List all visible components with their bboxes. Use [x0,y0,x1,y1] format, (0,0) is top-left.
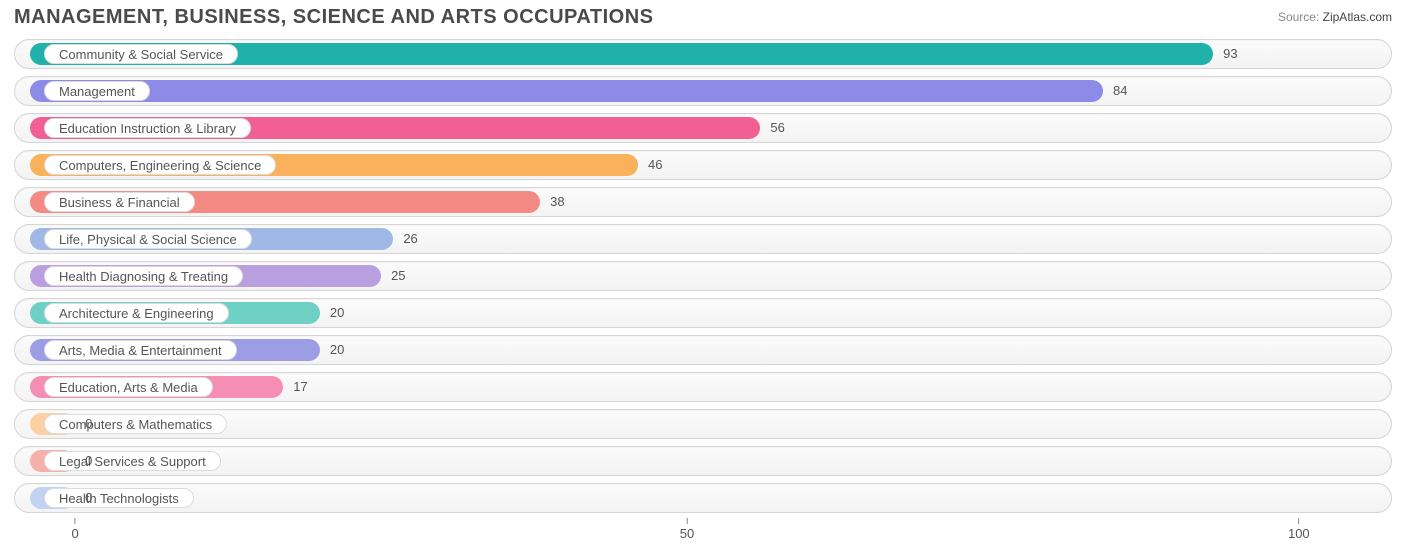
value-label: 25 [391,265,405,287]
value-label: 20 [330,302,344,324]
tick-label: 100 [1288,526,1310,541]
tick-mark [687,518,688,524]
source-site: ZipAtlas.com [1323,10,1392,24]
axis-tick: 0 [72,518,79,541]
chart-source: Source: ZipAtlas.com [1278,6,1392,24]
value-label: 20 [330,339,344,361]
category-label: Management [44,81,150,101]
bar-row: Community & Social Service 93 [14,37,1392,71]
bar-row: Architecture & Engineering 20 [14,296,1392,330]
bar-row: Health Diagnosing & Treating 25 [14,259,1392,293]
value-label: 0 [85,450,92,472]
category-label: Arts, Media & Entertainment [44,340,237,360]
bar-row: Arts, Media & Entertainment 20 [14,333,1392,367]
chart-header: MANAGEMENT, BUSINESS, SCIENCE AND ARTS O… [0,0,1406,31]
axis-tick: 50 [680,518,694,541]
bar-row: Business & Financial 38 [14,185,1392,219]
value-label: 84 [1113,80,1127,102]
category-label: Computers & Mathematics [44,414,227,434]
value-label: 46 [648,154,662,176]
category-label: Education, Arts & Media [44,377,213,397]
category-label: Life, Physical & Social Science [44,229,252,249]
bar-row: Computers & Mathematics0 [14,407,1392,441]
category-label: Education Instruction & Library [44,118,251,138]
bar-row: Education Instruction & Library 56 [14,111,1392,145]
bar-row: Education, Arts & Media 17 [14,370,1392,404]
bar-row: Life, Physical & Social Science 26 [14,222,1392,256]
value-label: 17 [293,376,307,398]
category-label: Business & Financial [44,192,195,212]
category-label: Legal Services & Support [44,451,221,471]
bar-row: Health Technologists0 [14,481,1392,515]
category-label: Health Technologists [44,488,194,508]
x-axis: 0 50 100 [14,518,1392,542]
category-label: Computers, Engineering & Science [44,155,276,175]
axis-tick: 100 [1288,518,1310,541]
value-label: 38 [550,191,564,213]
category-label: Architecture & Engineering [44,303,229,323]
value-label: 93 [1223,43,1237,65]
bars-container: Community & Social Service 93 Management 84… [14,37,1392,515]
tick-label: 0 [72,526,79,541]
bar-row: Management 84 [14,74,1392,108]
category-label: Community & Social Service [44,44,238,64]
tick-label: 50 [680,526,694,541]
value-label: 56 [770,117,784,139]
bar-track [14,483,1392,513]
source-label: Source: [1278,10,1319,24]
bar-row: Legal Services & Support0 [14,444,1392,478]
category-label: Health Diagnosing & Treating [44,266,243,286]
tick-mark [1298,518,1299,524]
value-label: 26 [403,228,417,250]
value-label: 0 [85,487,92,509]
bar-fill [30,80,1103,102]
chart-title: MANAGEMENT, BUSINESS, SCIENCE AND ARTS O… [14,6,653,29]
bar-row: Computers, Engineering & Science 46 [14,148,1392,182]
chart-area: Community & Social Service 93 Management 84… [14,37,1392,541]
value-label: 0 [85,413,92,435]
tick-mark [75,518,76,524]
